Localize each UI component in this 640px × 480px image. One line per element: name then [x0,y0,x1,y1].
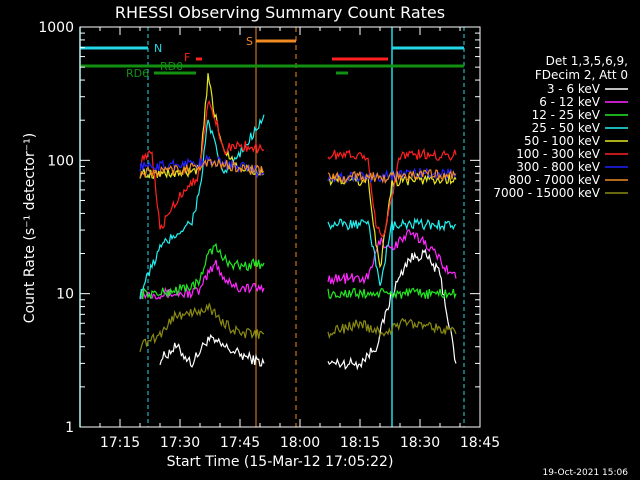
series-line [327,229,457,286]
legend-label: 7000 - 15000 keV [493,186,600,200]
chart-title: RHESSI Observing Summary Count Rates [115,3,445,22]
series-line [327,167,457,184]
x-tick-label: 18:30 [400,435,440,451]
y-tick-label: 100 [47,153,74,169]
legend-label: 25 - 50 keV [532,121,601,135]
series-line [139,259,265,300]
legend-label: 6 - 12 keV [539,95,601,109]
series-line [139,153,265,179]
x-tick-label: 17:30 [160,435,200,451]
series-line [327,169,457,185]
flag-label-s: S [246,35,253,48]
flag-label-rd0: RD0 [160,60,183,73]
legend-label: 800 - 7000 keV [509,173,601,187]
series-line [139,73,265,179]
x-tick-label: 18:00 [280,435,320,451]
footer-date: 19-Oct-2021 15:06 [543,468,629,478]
legend-header-line2: FDecim 2, Att 0 [535,68,628,82]
axes: 1 10 100 1000 17:15 17:30 17:45 18:00 18:15 18:30… [38,20,500,451]
x-tick-label: 18:15 [340,435,380,451]
y-tick-label: 1 [65,420,74,436]
x-tick-label: 17:15 [100,435,140,451]
series-line [139,158,265,179]
series-line [139,242,265,300]
series-line [139,303,265,353]
series-line [327,217,457,286]
legend-label: 100 - 300 keV [516,147,600,161]
y-tick-label: 10 [56,287,74,303]
flag-label-rd6: RD6 [126,67,149,80]
x-axis-label: Start Time (15-Mar-12 17:05:22) [167,454,394,470]
y-tick-label: 1000 [38,20,74,36]
flag-label-f: F [184,51,190,64]
x-tick-label: 17:45 [220,435,260,451]
y-axis-label: Count Rate (s⁻¹ detector⁻¹) [22,133,38,323]
series-line [327,147,457,238]
series-lines [139,73,457,371]
x-tick-label: 18:45 [460,435,500,451]
series-line [327,287,457,300]
flag-label-n: N [154,42,162,55]
series-line [159,333,265,368]
legend-label: 300 - 800 keV [516,160,600,174]
legend-label: 3 - 6 keV [547,82,601,96]
legend-label: 12 - 25 keV [532,108,601,122]
legend-header-line1: Det 1,3,5,6,9, [546,54,628,68]
series-line [139,99,265,230]
legend-label: 50 - 100 keV [524,134,601,148]
legend: Det 1,3,5,6,9, FDecim 2, Att 0 3 - 6 keV… [493,54,628,200]
series-line [327,317,457,340]
